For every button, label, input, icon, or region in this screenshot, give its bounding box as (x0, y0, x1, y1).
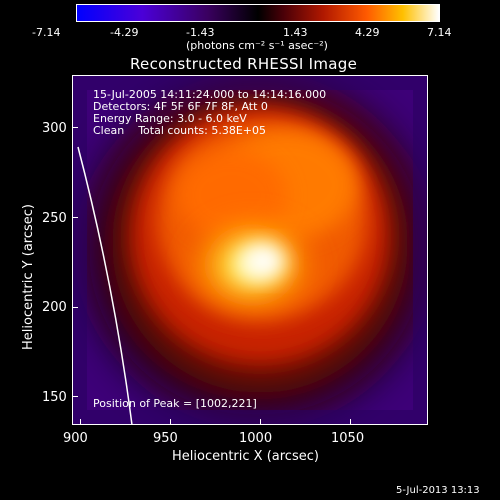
y-tick-label-200: 200 (42, 300, 67, 315)
y-tick-label-300: 300 (42, 121, 67, 136)
y-tick-label-150: 150 (42, 390, 67, 405)
colorbar-tick-4: 1.43 (283, 27, 308, 38)
colorbar-tick-3: -1.43 (186, 27, 214, 38)
colorbar-tick-6: 7.14 (427, 27, 452, 38)
colorbar-units-label: (photons cm⁻² s⁻¹ asec⁻²) (186, 40, 328, 51)
x-tick-mark-900 (80, 419, 81, 425)
footer-timestamp: 5-Jul-2013 13:13 (396, 486, 480, 496)
colorbar-tick-5: 4.29 (355, 27, 380, 38)
x-tick-mark-950 (170, 419, 171, 425)
x-tick-mark-1050 (350, 419, 351, 425)
info-line-detectors: Detectors: 4F 5F 6F 7F 8F, Att 0 (93, 101, 268, 112)
y-tick-mark-250 (72, 217, 78, 218)
y-tick-mark-200 (72, 307, 78, 308)
y-axis-label: Heliocentric Y (arcsec) (21, 204, 36, 350)
y-tick-label-250: 250 (42, 211, 67, 226)
info-line-time: 15-Jul-2005 14:11:24.000 to 14:14:16.000 (93, 89, 326, 100)
x-tick-label-1050: 1050 (331, 431, 364, 446)
y-axis-label-holder: Heliocentric Y (arcsec) (18, 150, 38, 360)
x-tick-label-950: 950 (153, 431, 178, 446)
y-tick-mark-300 (72, 127, 78, 128)
colorbar (76, 4, 440, 22)
x-tick-label-900: 900 (63, 431, 88, 446)
peak-position-label: Position of Peak = [1002,221] (93, 398, 257, 409)
colorbar-tick-1: -7.14 (32, 27, 60, 38)
plot-title: Reconstructed RHESSI Image (130, 55, 357, 73)
x-tick-mark-1000 (260, 419, 261, 425)
y-tick-mark-150 (72, 396, 78, 397)
x-tick-label-1000: 1000 (239, 431, 272, 446)
info-line-energy: Energy Range: 3.0 - 6.0 keV (93, 113, 247, 124)
colorbar-tick-2: -4.29 (110, 27, 138, 38)
info-line-clean: Clean Total counts: 5.38E+05 (93, 125, 266, 136)
x-axis-label: Heliocentric X (arcsec) (172, 449, 319, 464)
